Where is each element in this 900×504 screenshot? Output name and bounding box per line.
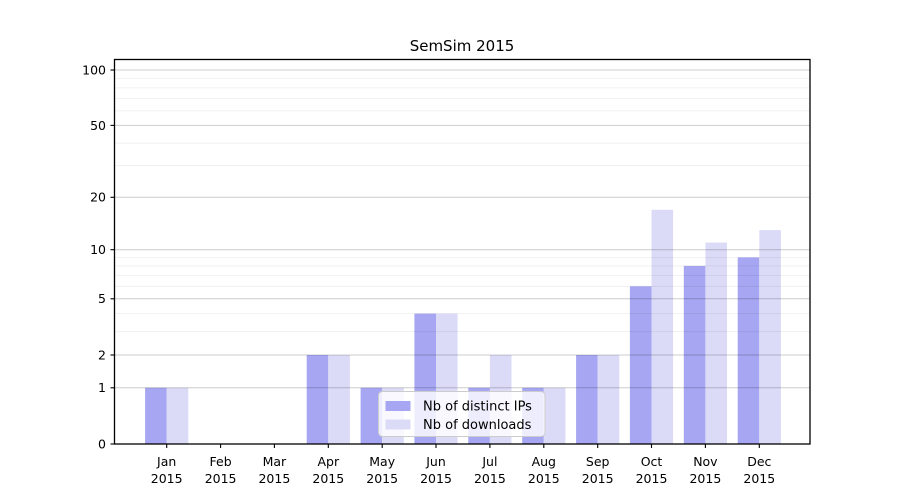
y-tick-label-0: 0	[98, 436, 106, 451]
chart-title: SemSim 2015	[409, 37, 515, 55]
plot-box	[113, 58, 811, 445]
x-tick-year-aug: 2015	[528, 471, 560, 486]
x-tick-year-jul: 2015	[474, 471, 506, 486]
x-tick-year-nov: 2015	[689, 471, 721, 486]
x-tick-label-aug: Aug	[532, 454, 556, 469]
y-tick-label-1: 1	[98, 380, 106, 395]
y-tick-label-10: 10	[90, 242, 106, 257]
x-tick-year-jan: 2015	[151, 471, 183, 486]
x-tick-label-mar: Mar	[263, 454, 287, 469]
legend-label-s0: Nb of distinct IPs	[423, 400, 532, 415]
bar-s1-jan	[166, 387, 189, 444]
x-tick-label-dec: Dec	[747, 454, 771, 469]
y-tick-label-5: 5	[98, 291, 106, 306]
y-tick-label-100: 100	[82, 62, 106, 77]
bar-s0-dec	[737, 257, 760, 444]
bar-s0-nov	[683, 265, 706, 444]
bar-s1-dec	[759, 230, 781, 444]
bar-s0-sep	[576, 355, 598, 444]
x-tick-label-jun: Jun	[425, 454, 446, 469]
x-tick-year-apr: 2015	[312, 471, 344, 486]
x-tick-label-jul: Jul	[481, 454, 497, 469]
x-tick-label-jan: Jan	[156, 454, 176, 469]
bar-s1-nov	[705, 242, 727, 444]
x-tick-year-oct: 2015	[636, 471, 668, 486]
y-tick-label-2: 2	[98, 347, 106, 362]
x-tick-label-oct: Oct	[641, 454, 663, 469]
x-tick-label-apr: Apr	[317, 454, 339, 469]
legend-box	[378, 391, 546, 437]
bar-s0-apr	[306, 355, 329, 444]
bar-s1-apr	[328, 355, 350, 444]
x-tick-year-mar: 2015	[258, 471, 290, 486]
legend-swatch-s0	[385, 401, 411, 411]
legend-label-s1: Nb of downloads	[423, 418, 532, 433]
x-tick-year-jun: 2015	[420, 471, 452, 486]
bar-s1-aug	[543, 387, 566, 444]
x-tick-year-feb: 2015	[205, 471, 237, 486]
legend-swatch-s1	[385, 419, 411, 430]
x-tick-label-nov: Nov	[693, 454, 718, 469]
x-tick-year-sep: 2015	[582, 471, 614, 486]
x-tick-year-may: 2015	[366, 471, 398, 486]
bar-s1-oct	[651, 209, 674, 444]
x-tick-label-sep: Sep	[586, 454, 610, 469]
x-tick-year-dec: 2015	[743, 471, 775, 486]
x-tick-label-may: May	[369, 454, 395, 469]
y-tick-label-50: 50	[90, 118, 106, 133]
x-tick-label-feb: Feb	[210, 454, 232, 469]
bar-s0-jan	[145, 387, 167, 444]
bar-s1-sep	[597, 355, 620, 444]
bar-s0-oct	[629, 286, 652, 444]
y-tick-label-20: 20	[90, 190, 106, 205]
bar-s0-may	[360, 387, 383, 444]
